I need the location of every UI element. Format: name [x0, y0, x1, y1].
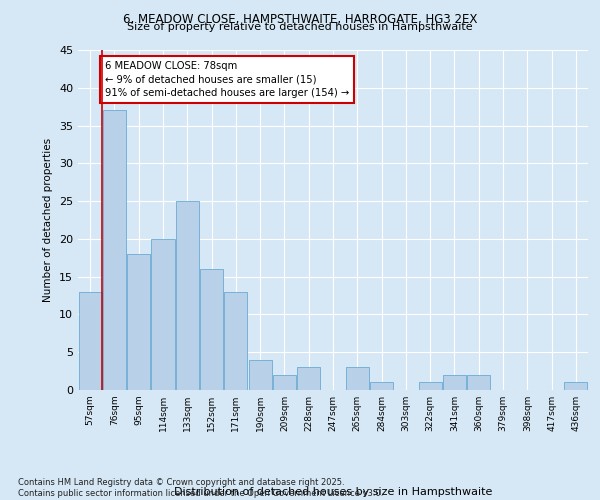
Text: 6 MEADOW CLOSE: 78sqm
← 9% of detached houses are smaller (15)
91% of semi-detac: 6 MEADOW CLOSE: 78sqm ← 9% of detached h…: [105, 62, 349, 98]
Bar: [346, 368, 369, 390]
Text: 6, MEADOW CLOSE, HAMPSTHWAITE, HARROGATE, HG3 2EX: 6, MEADOW CLOSE, HAMPSTHWAITE, HARROGATE…: [123, 12, 477, 26]
Bar: [297, 368, 320, 390]
Bar: [443, 375, 466, 390]
Text: Size of property relative to detached houses in Hampsthwaite: Size of property relative to detached ho…: [127, 22, 473, 32]
Bar: [103, 110, 126, 390]
X-axis label: Distribution of detached houses by size in Hampsthwaite: Distribution of detached houses by size …: [174, 487, 492, 497]
Bar: [565, 382, 587, 390]
Bar: [273, 375, 296, 390]
Bar: [79, 292, 101, 390]
Bar: [151, 239, 175, 390]
Bar: [467, 375, 490, 390]
Y-axis label: Number of detached properties: Number of detached properties: [43, 138, 53, 302]
Bar: [370, 382, 393, 390]
Bar: [200, 269, 223, 390]
Bar: [176, 201, 199, 390]
Bar: [127, 254, 150, 390]
Text: Contains HM Land Registry data © Crown copyright and database right 2025.
Contai: Contains HM Land Registry data © Crown c…: [18, 478, 383, 498]
Bar: [224, 292, 247, 390]
Bar: [248, 360, 272, 390]
Bar: [419, 382, 442, 390]
